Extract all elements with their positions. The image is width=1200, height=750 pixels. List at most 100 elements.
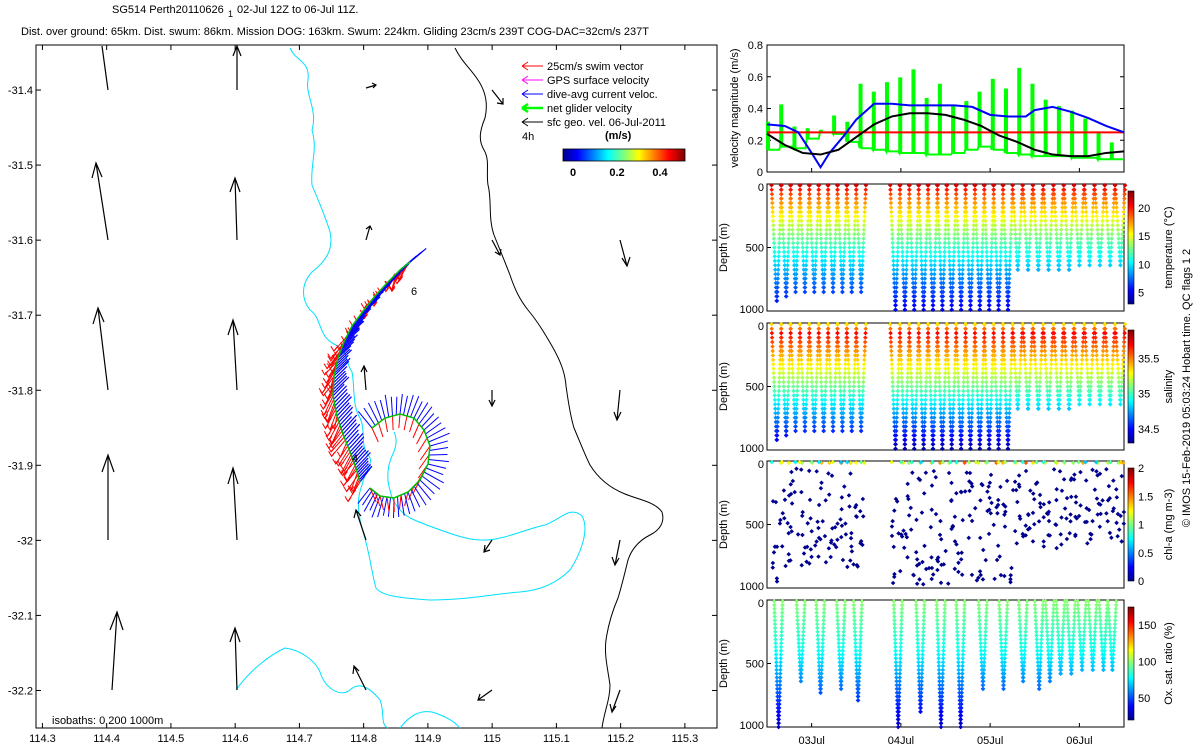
section-point — [794, 263, 800, 268]
section-point — [840, 289, 845, 295]
section-point — [894, 285, 899, 290]
velocity-y-tick-label: 0.6 — [748, 72, 763, 84]
dac-vector — [421, 475, 441, 490]
map-panel: 114.3 114.4 114.5 114.6 114.7 114.8 114.9 115 11… — [8, 44, 718, 745]
swim-vector — [412, 479, 421, 495]
map-x-tick-label: 115.1 — [543, 733, 570, 745]
dac-vector — [349, 436, 365, 453]
velocity-y-tick-label: 0.4 — [748, 104, 763, 116]
geo-arrow — [229, 176, 241, 241]
section-point — [903, 276, 909, 281]
section-y-tick-label: 0 — [758, 459, 764, 471]
section-point — [850, 267, 856, 272]
legend-dac-label: dive-avg current veloc. — [547, 89, 658, 101]
section-point — [904, 263, 909, 268]
dac-vector — [379, 399, 386, 419]
section-point — [923, 263, 928, 268]
section-point — [914, 254, 919, 259]
swim-vector — [350, 472, 358, 491]
section-point — [784, 294, 789, 299]
colorbar-tick-label: 34.5 — [1138, 424, 1159, 436]
section-point — [922, 276, 928, 281]
swim-vector-head — [341, 470, 348, 477]
section-point — [890, 254, 896, 259]
section-point — [812, 289, 817, 295]
section-point — [791, 254, 797, 259]
section-y-tick-label: 0 — [758, 321, 764, 333]
section-ylabel: Depth (m) — [718, 639, 730, 688]
section-point — [841, 258, 847, 264]
map-y-tick-label: -31.6 — [8, 235, 33, 247]
map-y-tick-label: -31.8 — [8, 385, 33, 397]
geo-arrow — [619, 239, 631, 268]
dac-vector — [359, 466, 373, 483]
section-point — [774, 298, 780, 304]
section-point — [793, 276, 799, 281]
section-point — [812, 285, 817, 290]
section-point — [794, 267, 799, 272]
section-point — [804, 258, 809, 264]
dac-vector — [410, 488, 421, 508]
section-point — [923, 258, 928, 264]
section-point — [800, 254, 806, 259]
dac-vector — [361, 296, 381, 314]
swim-vector — [416, 429, 425, 445]
isobath-1000m — [454, 47, 664, 729]
section-point — [819, 254, 825, 259]
section-point — [901, 276, 906, 281]
section-point — [813, 258, 818, 264]
dac-vector — [413, 485, 427, 506]
section-point — [782, 263, 787, 268]
swim-vector — [384, 417, 389, 433]
velocity-frame — [766, 44, 1125, 173]
swim-vector — [412, 423, 420, 439]
header-subscript: 1 — [228, 9, 233, 19]
velocity-y-tick-label: 0.8 — [748, 40, 763, 52]
dac-vector — [335, 393, 351, 410]
section-point — [919, 263, 924, 268]
section-point — [784, 280, 790, 286]
velocity-plot — [766, 67, 1125, 170]
dac-vector — [384, 394, 390, 418]
legend-cb-tick-1: 0.2 — [609, 167, 624, 179]
section-point — [919, 254, 924, 259]
section-point — [812, 280, 817, 286]
dac-vector — [332, 383, 345, 397]
section-point — [858, 289, 864, 295]
swim-vector-head — [319, 403, 327, 410]
colorbar-tick-label: 5 — [1138, 288, 1144, 300]
section-y-tick-label: 0 — [758, 182, 764, 194]
section-point — [847, 258, 853, 264]
dac-vector — [336, 349, 353, 365]
dac-vector — [333, 372, 347, 387]
swim-vector-head — [326, 424, 334, 431]
dac-vector — [407, 491, 416, 512]
geo-arrow — [483, 539, 493, 553]
section-point — [775, 271, 781, 277]
net-glider-track — [332, 261, 411, 483]
section-point — [813, 267, 818, 272]
section-point — [784, 285, 789, 290]
dac-vector — [403, 395, 408, 416]
section-point — [913, 267, 919, 272]
section-point — [810, 258, 816, 264]
velocity-y-tick-label: 0 — [757, 167, 763, 179]
dac-vector — [418, 406, 433, 425]
geo-arrow — [609, 689, 621, 714]
section-point — [821, 280, 827, 286]
dac-vector — [428, 459, 449, 463]
dac-vector — [337, 404, 352, 420]
dac-vector — [397, 496, 400, 518]
section-point — [850, 276, 855, 281]
dac-vector — [358, 464, 372, 478]
section-point — [900, 258, 906, 264]
map-y-tick-label: -32 — [17, 535, 33, 547]
swim-vector-head — [339, 480, 347, 487]
section-point — [923, 254, 928, 259]
dac-vector — [368, 402, 379, 424]
swim-vector-head — [327, 355, 335, 362]
section-point — [830, 285, 836, 290]
section-point — [913, 271, 918, 277]
section-point — [810, 254, 815, 259]
